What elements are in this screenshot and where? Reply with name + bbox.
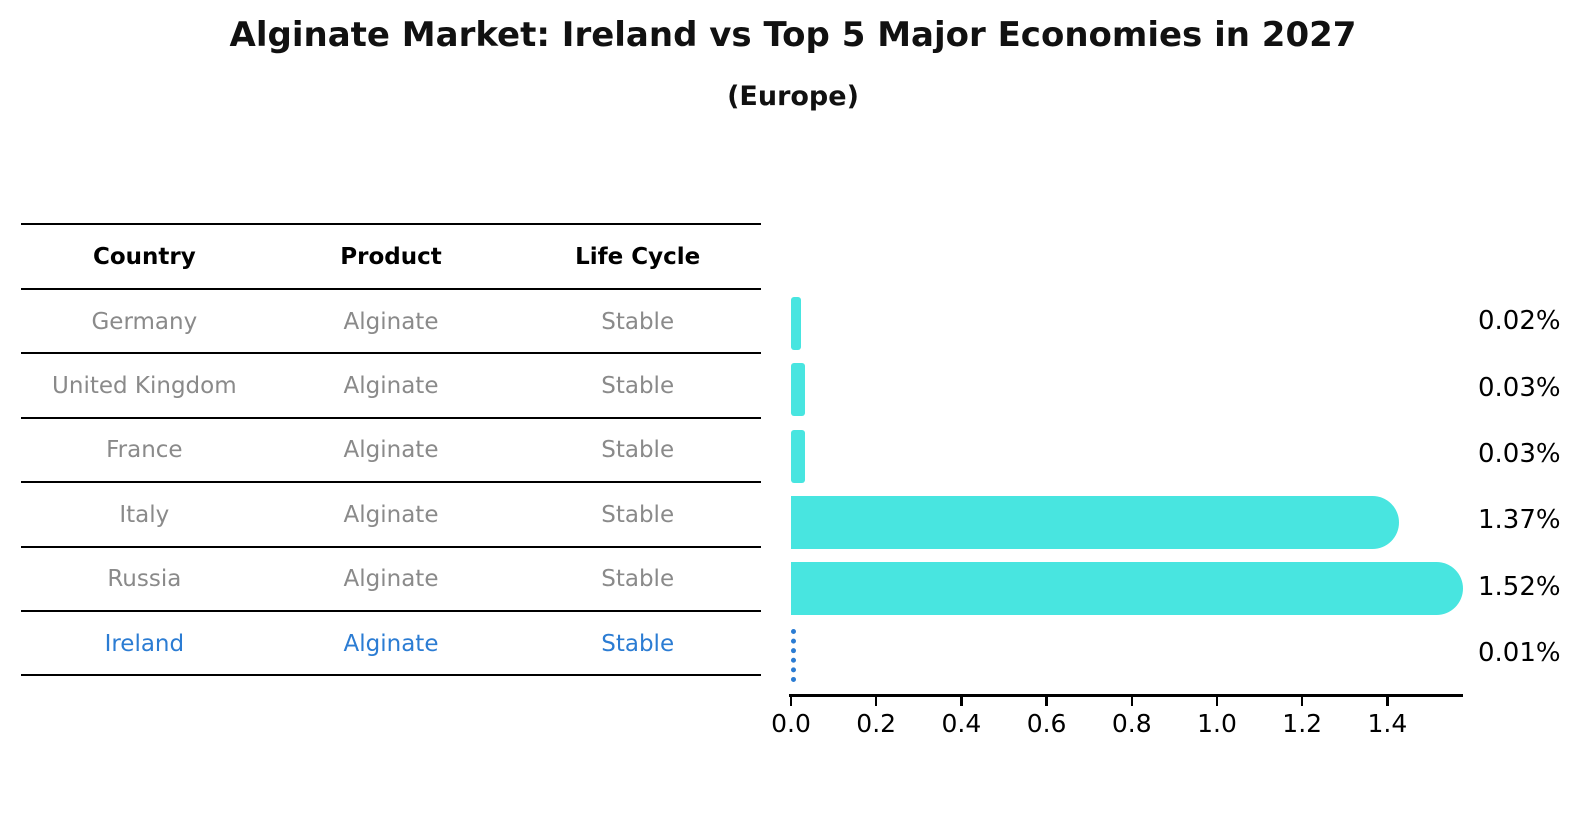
x-tick-mark (1045, 696, 1048, 706)
cell-country: United Kingdom (52, 373, 237, 400)
table-header-row: Country Product Life Cycle (21, 223, 761, 288)
x-tick-label: 0.2 (856, 709, 897, 738)
table-row-russia: Russia Alginate Stable (21, 545, 761, 610)
cell-country: Ireland (104, 630, 185, 657)
chart-title: Alginate Market: Ireland vs Top 5 Major … (229, 15, 1357, 55)
cell-life-cycle: Stable (601, 566, 675, 593)
x-tick-label: 0.6 (1026, 709, 1067, 738)
cell-product: Alginate (343, 630, 439, 657)
x-tick-label: 0.0 (771, 709, 811, 738)
x-tick-mark (789, 696, 793, 706)
x-tick-label: 1.2 (1282, 709, 1323, 738)
value-label-italy: 1.37% (1478, 505, 1561, 536)
x-tick-mark (1215, 696, 1219, 706)
bar-italy (791, 495, 1399, 549)
x-tick-mark (1300, 696, 1304, 706)
bar-united-kingdom (791, 363, 805, 417)
cell-country: Italy (119, 501, 170, 528)
value-label-germany: 0.02% (1478, 306, 1561, 337)
cell-product: Alginate (343, 501, 439, 528)
cell-product: Alginate (343, 308, 439, 335)
cell-life-cycle: Stable (601, 373, 675, 400)
cell-country: Russia (107, 566, 182, 593)
table-row-italy: Italy Alginate Stable (21, 481, 761, 545)
x-tick-label: 1.0 (1197, 709, 1237, 738)
cell-life-cycle: Stable (601, 630, 675, 657)
cell-life-cycle: Stable (601, 308, 675, 335)
column-header-country: Country (92, 244, 196, 270)
bar-russia (791, 562, 1463, 616)
cell-life-cycle: Stable (601, 437, 675, 464)
bar-germany (791, 296, 801, 350)
x-tick-label: 0.4 (941, 709, 982, 738)
x-tick-mark (874, 696, 878, 706)
column-header-lifecycle: Life Cycle (575, 244, 701, 270)
bar-france (791, 429, 805, 483)
chart-subtitle: (Europe) (727, 81, 859, 112)
x-axis-line (789, 693, 1463, 697)
column-header-product: Product (340, 244, 442, 270)
x-tick-mark (1130, 696, 1134, 706)
value-label-united-kingdom: 0.03% (1478, 372, 1561, 403)
cell-country: France (106, 437, 183, 464)
x-tick-mark (1386, 696, 1389, 706)
cell-country: Germany (91, 308, 198, 335)
cell-product: Alginate (343, 373, 439, 400)
value-label-ireland: 0.01% (1478, 638, 1561, 669)
bar-ireland (791, 628, 796, 682)
country-table: Country Product Life Cycle Germany Algina… (21, 223, 761, 677)
table-row-france: France Alginate Stable (21, 416, 761, 481)
cell-product: Alginate (343, 566, 439, 593)
value-label-france: 0.03% (1478, 439, 1561, 469)
table-row-united-kingdom: United Kingdom Alginate Stable (21, 352, 761, 416)
cell-life-cycle: Stable (601, 501, 675, 528)
x-tick-mark (960, 696, 963, 706)
value-label-russia: 1.52% (1478, 571, 1561, 602)
table-row-ireland: Ireland Alginate Stable (21, 609, 761, 674)
x-tick-label: 0.8 (1111, 709, 1152, 738)
cell-product: Alginate (343, 437, 439, 464)
table-row-germany: Germany Alginate Stable (21, 288, 761, 352)
table-body: Germany Alginate Stable United Kingdom Algin… (21, 288, 761, 674)
x-tick-label: 1.4 (1367, 709, 1408, 738)
